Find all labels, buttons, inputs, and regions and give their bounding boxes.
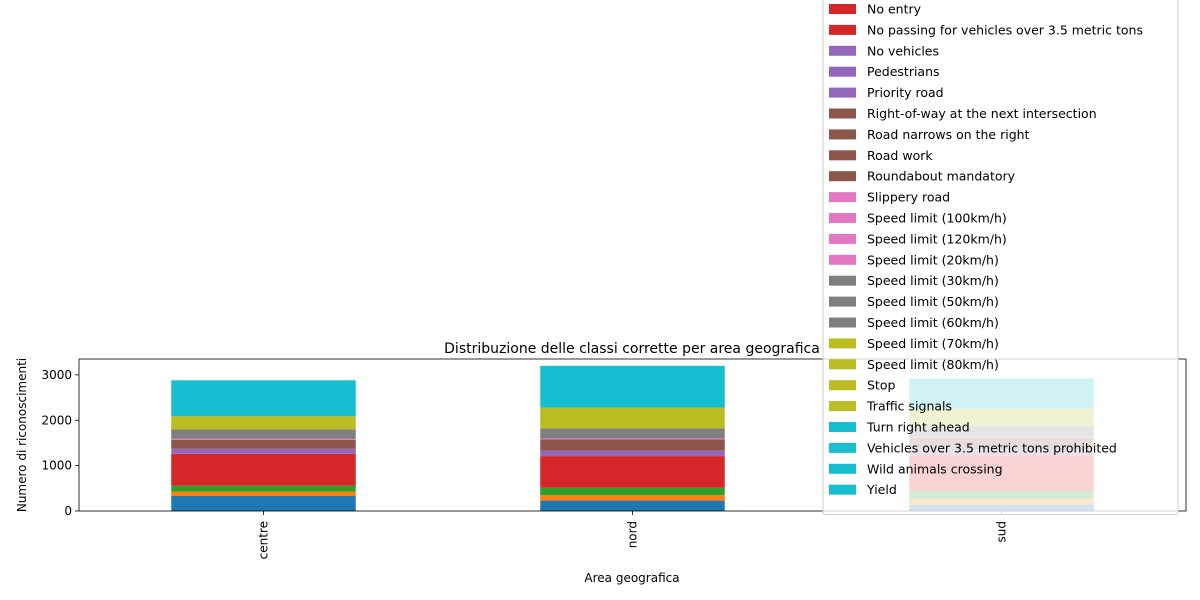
x-tick-label: nord xyxy=(626,521,640,548)
legend-label: Road work xyxy=(867,148,933,163)
bar-segment xyxy=(171,453,356,486)
bar-segment xyxy=(171,439,356,449)
bar-segment xyxy=(171,496,356,511)
legend-swatch xyxy=(829,4,856,14)
legend-swatch xyxy=(829,359,856,370)
x-axis: centre nord sud xyxy=(257,511,1009,559)
legend-swatch xyxy=(829,108,856,119)
legend-swatch xyxy=(829,171,856,182)
legend-label: Yield xyxy=(866,482,897,497)
legend-swatch xyxy=(829,484,856,495)
y-tick-label: 1000 xyxy=(41,459,72,473)
legend-swatch xyxy=(829,422,856,432)
legend-label: Wild animals crossing xyxy=(867,461,1003,476)
x-tick-label: sud xyxy=(995,521,1009,542)
legend-swatch xyxy=(829,150,856,161)
legend-label: Speed limit (30km/h) xyxy=(867,273,999,288)
legend: No entry No passing for vehicles over 3.5… xyxy=(822,0,1179,516)
y-tick-label: 2000 xyxy=(41,413,72,427)
bar-segment xyxy=(540,428,725,439)
legend-label: Priority road xyxy=(867,85,944,100)
legend-label: No passing for vehicles over 3.5 metric … xyxy=(867,22,1143,37)
bar-segment xyxy=(540,438,725,440)
legend-label: Turn right ahead xyxy=(866,420,970,435)
legend-swatch xyxy=(829,296,856,307)
bar-segment xyxy=(171,438,356,440)
legend-swatch xyxy=(829,317,856,328)
legend-swatch xyxy=(829,401,856,412)
legend-label: Speed limit (20km/h) xyxy=(867,252,999,267)
legend-label: Roundabout mandatory xyxy=(867,169,1016,184)
legend-label: Road narrows on the right xyxy=(867,127,1030,142)
bar-segment xyxy=(540,500,725,511)
legend-label: No entry xyxy=(867,2,922,17)
y-axis-label: Numero di riconoscimenti xyxy=(15,358,29,512)
bar-segment xyxy=(171,429,356,439)
legend-label: Traffic signals xyxy=(866,399,952,414)
bar-segment xyxy=(171,380,356,417)
legend-swatch xyxy=(829,129,856,140)
x-axis-label: Area geografica xyxy=(584,571,679,585)
legend-label: Speed limit (120km/h) xyxy=(867,231,1007,246)
legend-label: Speed limit (80km/h) xyxy=(867,357,999,372)
legend-swatch xyxy=(829,380,856,391)
legend-swatch xyxy=(829,192,856,203)
legend-swatch xyxy=(829,338,856,349)
legend-label: Speed limit (100km/h) xyxy=(867,211,1007,226)
legend-swatch xyxy=(829,24,856,35)
legend-swatch xyxy=(829,463,856,474)
bar-segment xyxy=(540,495,725,501)
legend-label: No vehicles xyxy=(867,43,939,58)
legend-swatch xyxy=(829,213,856,223)
legend-swatch xyxy=(829,233,856,244)
x-tick-label: centre xyxy=(257,521,271,559)
bar-segment xyxy=(171,416,356,430)
legend-box xyxy=(822,0,1179,516)
legend-swatch xyxy=(829,87,856,98)
bar-segment xyxy=(171,448,356,454)
y-tick-label: 3000 xyxy=(41,368,72,382)
legend-swatch xyxy=(829,275,856,286)
y-axis: 0 1000 2000 3000 xyxy=(41,368,79,518)
legend-label: Speed limit (60km/h) xyxy=(867,315,999,330)
y-tick-label: 0 xyxy=(64,504,72,518)
legend-swatch xyxy=(829,45,856,56)
bar-segment xyxy=(540,456,725,488)
bar-segment xyxy=(540,407,725,429)
legend-swatch xyxy=(829,442,856,453)
legend-label: Vehicles over 3.5 metric tons prohibited xyxy=(867,440,1117,455)
bar-segment xyxy=(171,485,356,492)
bar-segment xyxy=(540,365,725,408)
legend-label: Right-of-way at the next intersection xyxy=(867,106,1097,121)
legend-label: Stop xyxy=(867,378,895,393)
bar-segment xyxy=(540,487,725,496)
legend-label: Speed limit (50km/h) xyxy=(867,294,999,309)
bar-segment xyxy=(171,491,356,497)
legend-label: Pedestrians xyxy=(867,64,940,79)
chart-title: Distribuzione delle classi corrette per … xyxy=(444,341,820,357)
legend-swatch xyxy=(829,66,856,77)
legend-label: Slippery road xyxy=(867,190,950,205)
bar-segment xyxy=(540,439,725,451)
bar-segment xyxy=(540,450,725,457)
legend-label: Speed limit (70km/h) xyxy=(867,336,999,351)
legend-swatch xyxy=(829,254,856,265)
